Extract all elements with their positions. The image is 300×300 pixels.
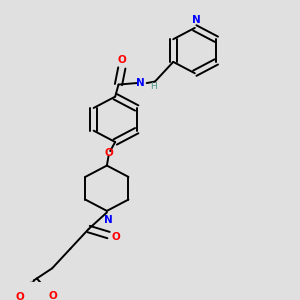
Text: N: N [104,215,113,225]
Text: H: H [150,82,157,91]
Text: O: O [49,290,58,300]
Text: N: N [136,78,144,88]
Text: N: N [192,15,201,25]
Text: O: O [117,55,126,65]
Text: O: O [15,292,24,300]
Text: O: O [112,232,121,242]
Text: O: O [104,148,113,158]
